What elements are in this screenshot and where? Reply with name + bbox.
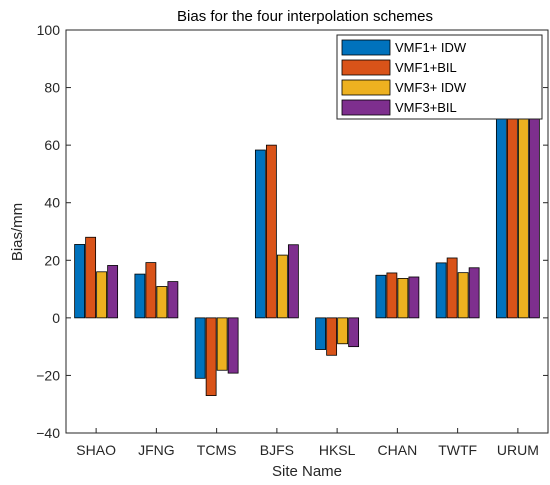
x-tick-label-twtf: TWTF [438,442,477,458]
legend-label-1: VMF1+ IDW [395,40,467,55]
bar-hksl-series-1 [315,317,327,350]
x-tick-label-bjfs: BJFS [260,442,294,458]
bar-shao-series-3 [96,271,108,319]
legend-swatch-1 [341,39,391,56]
x-tick-label-shao: SHAO [76,442,116,458]
bar-bjfs-series-2 [265,144,277,319]
bar-jfng-series-2 [145,262,157,319]
bar-tcms-series-2 [205,317,217,396]
chart-title: Bias for the four interpolation schemes [177,8,433,25]
y-tick-label: 60 [44,137,60,153]
legend-swatch-4 [341,99,391,116]
legend-label-4: VMF3+BIL [395,100,457,115]
bar-jfng-series-1 [134,273,146,319]
bar-bjfs-series-1 [254,149,266,319]
x-axis-label: Site Name [272,463,342,480]
y-tick-label: −20 [36,367,60,383]
legend-swatch-3 [341,79,391,96]
bar-bjfs-series-4 [287,244,299,319]
bar-hksl-series-4 [348,317,360,348]
bar-bjfs-series-3 [276,254,288,319]
bar-shao-series-4 [107,265,119,319]
legend-label-2: VMF1+BIL [395,60,457,75]
plot-frame [65,29,549,434]
x-tick-label-urum: URUM [497,442,539,458]
bar-jfng-series-3 [156,286,168,319]
bar-shao-series-2 [85,236,97,319]
bar-tcms-series-1 [194,317,206,379]
y-tick-label: 20 [44,252,60,268]
x-tick-label-tcms: TCMS [197,442,237,458]
y-tick-label: 0 [52,310,60,326]
bar-tcms-series-3 [216,317,228,371]
y-axis-ticks: −40 −20 0 20 40 60 80 100 [36,22,548,441]
bar-shao-series-1 [74,244,86,319]
x-tick-label-jfng: JFNG [138,442,175,458]
bar-chan-series-3 [397,278,409,319]
x-tick-label-hksl: HKSL [319,442,356,458]
y-tick-label: 100 [37,22,61,38]
x-axis-ticks: SHAO JFNG TCMS BJFS HKSL CHAN TWTF URUM [76,428,539,458]
y-axis-label: Bias/mm [9,203,26,261]
bar-chan-series-2 [386,272,398,319]
bar-jfng-series-4 [167,281,179,319]
bar-twtf-series-3 [457,272,469,319]
legend-swatch-2 [341,59,391,76]
bar-urum-series-3 [517,100,529,319]
bars-group [74,64,540,396]
y-tick-label: −40 [36,425,60,441]
bar-twtf-series-4 [468,267,480,319]
bar-twtf-series-1 [435,262,447,319]
y-tick-label: 40 [44,195,60,211]
legend-label-3: VMF3+ IDW [395,80,467,95]
bar-hksl-series-2 [326,317,338,356]
bar-tcms-series-4 [227,317,239,374]
legend: VMF1+ IDW VMF1+BIL VMF3+ IDW VMF3+BIL [336,34,543,120]
y-tick-label: 80 [44,80,60,96]
bar-chan-series-4 [408,276,420,319]
bar-twtf-series-2 [446,257,458,319]
bar-urum-series-4 [528,98,540,319]
bar-hksl-series-3 [337,317,349,345]
bar-chan-series-1 [375,274,387,319]
x-tick-label-chan: CHAN [378,442,418,458]
